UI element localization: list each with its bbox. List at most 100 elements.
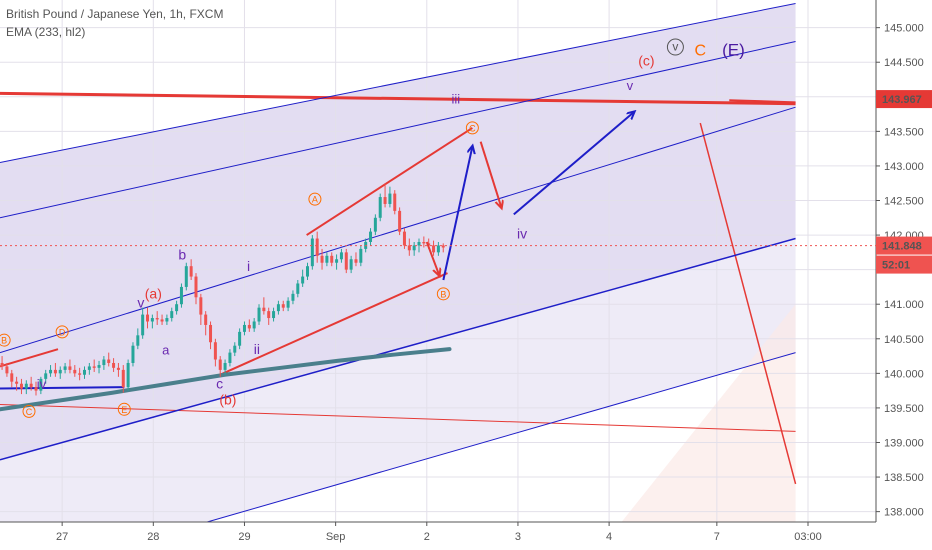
candle-body[interactable]	[373, 217, 377, 232]
candle-body[interactable]	[238, 331, 242, 346]
candle-body[interactable]	[165, 318, 169, 322]
trend-line[interactable]	[0, 2, 796, 163]
candle-body[interactable]	[228, 352, 232, 363]
candle-body[interactable]	[301, 276, 305, 284]
candle-body[interactable]	[378, 197, 382, 218]
candle-body[interactable]	[73, 369, 77, 374]
candle-body[interactable]	[0, 362, 4, 367]
candle-body[interactable]	[291, 293, 295, 301]
trend-line[interactable]	[306, 127, 473, 236]
candle-body[interactable]	[112, 362, 116, 368]
candle-body[interactable]	[15, 381, 19, 384]
candle-body[interactable]	[432, 245, 436, 253]
trend-line[interactable]	[0, 91, 796, 106]
candle-body[interactable]	[189, 266, 193, 277]
candle-body[interactable]	[184, 266, 188, 287]
candle-body[interactable]	[213, 342, 217, 360]
candle-body[interactable]	[296, 283, 300, 294]
candle-body[interactable]	[179, 286, 183, 305]
candle-body[interactable]	[170, 311, 174, 319]
candle-body[interactable]	[63, 366, 67, 370]
candle-body[interactable]	[412, 245, 416, 251]
candle-body[interactable]	[325, 255, 329, 263]
candle-body[interactable]	[441, 245, 445, 248]
candle-body[interactable]	[305, 266, 309, 277]
candle-body[interactable]	[320, 255, 324, 263]
candle-body[interactable]	[175, 304, 179, 312]
candle-body[interactable]	[136, 335, 140, 346]
candle-body[interactable]	[82, 369, 86, 375]
time-axis[interactable]	[0, 522, 876, 550]
candle-body[interactable]	[233, 345, 237, 353]
candle-body[interactable]	[121, 369, 125, 388]
candle-body[interactable]	[286, 300, 290, 308]
candle-body[interactable]	[359, 248, 363, 263]
trend-line[interactable]	[0, 40, 796, 219]
candle-body[interactable]	[44, 373, 48, 379]
candle-body[interactable]	[204, 314, 208, 325]
candle-body[interactable]	[393, 193, 397, 211]
candle-body[interactable]	[155, 318, 159, 320]
candle-body[interactable]	[339, 252, 343, 260]
candle-body[interactable]	[29, 383, 33, 388]
trend-line[interactable]	[0, 348, 59, 368]
candle-body[interactable]	[335, 259, 339, 263]
candle-body[interactable]	[257, 307, 261, 322]
candle-body[interactable]	[24, 383, 28, 389]
candle-body[interactable]	[146, 314, 150, 322]
candle-body[interactable]	[349, 259, 353, 270]
trend-line[interactable]	[215, 272, 448, 378]
trend-line[interactable]	[729, 99, 796, 104]
candle-body[interactable]	[150, 318, 154, 322]
candle-body[interactable]	[402, 231, 406, 246]
projection-arrow[interactable]	[442, 147, 472, 281]
candle-body[interactable]	[383, 197, 387, 204]
candle-body[interactable]	[19, 383, 23, 389]
candle-body[interactable]	[369, 231, 373, 242]
candle-body[interactable]	[92, 366, 96, 368]
candle-body[interactable]	[315, 238, 319, 256]
candle-body[interactable]	[68, 366, 72, 370]
candle-body[interactable]	[272, 311, 276, 319]
candle-body[interactable]	[5, 366, 9, 374]
candle-body[interactable]	[87, 366, 91, 370]
candle-body[interactable]	[49, 369, 53, 374]
candle-body[interactable]	[107, 359, 111, 363]
candle-body[interactable]	[276, 304, 280, 312]
candle-body[interactable]	[34, 387, 38, 391]
candle-body[interactable]	[267, 311, 271, 319]
trend-line[interactable]	[699, 122, 797, 485]
candle-body[interactable]	[223, 362, 227, 370]
candle-body[interactable]	[417, 241, 421, 246]
candle-body[interactable]	[78, 373, 82, 375]
trend-line[interactable]	[207, 352, 796, 523]
candle-body[interactable]	[126, 362, 130, 388]
candle-body[interactable]	[58, 369, 62, 374]
candle-body[interactable]	[218, 359, 222, 370]
candle-body[interactable]	[388, 193, 392, 204]
candle-body[interactable]	[354, 259, 358, 263]
candle-body[interactable]	[330, 255, 334, 263]
candle-body[interactable]	[194, 276, 198, 298]
trend-line[interactable]	[0, 386, 125, 390]
candle-body[interactable]	[436, 245, 440, 253]
candle-body[interactable]	[199, 297, 203, 315]
candle-body[interactable]	[10, 373, 14, 382]
candle-body[interactable]	[242, 324, 246, 332]
projection-arrow[interactable]	[513, 112, 634, 216]
candle-body[interactable]	[102, 359, 106, 366]
projection-arrow[interactable]	[479, 141, 502, 208]
candle-body[interactable]	[131, 345, 135, 363]
candle-body[interactable]	[407, 245, 411, 251]
candle-body[interactable]	[141, 314, 145, 336]
candle-body[interactable]	[310, 238, 314, 267]
trend-line[interactable]	[0, 237, 796, 461]
trend-line[interactable]	[0, 403, 796, 432]
candle-body[interactable]	[422, 241, 426, 244]
candle-body[interactable]	[262, 307, 266, 312]
candle-body[interactable]	[247, 324, 251, 329]
candle-body[interactable]	[398, 210, 402, 232]
trend-line[interactable]	[0, 106, 796, 354]
candle-body[interactable]	[116, 367, 120, 370]
